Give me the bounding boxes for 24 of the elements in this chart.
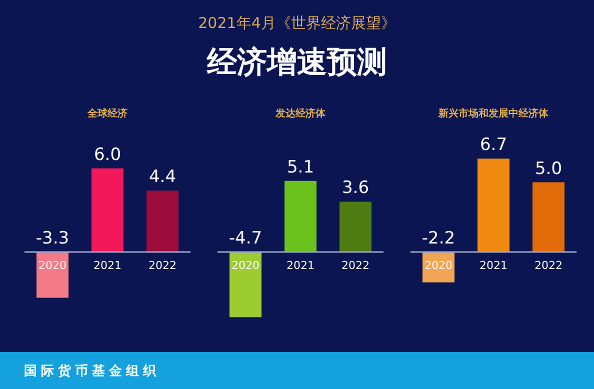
data-label: 6.7 [480,135,508,156]
data-label: -3.3 [36,228,70,248]
text: 国际货币基金组织 [24,362,160,380]
data-label: 5.1 [286,157,314,178]
chart-title: 新兴市场和发展中经济体 [438,108,550,120]
data-label: -2.2 [422,228,456,248]
x-tick-label: 2020 [38,258,66,272]
x-tick-label: 2021 [480,258,508,272]
x-tick-label: 2020 [232,258,260,272]
data-label: -4.7 [228,228,262,248]
data-label: 5.0 [534,158,562,179]
x-tick-label: 2021 [94,258,122,272]
x-tick-label: 2022 [342,258,370,272]
chart-title: 全球经济 [86,108,128,120]
text: 经济增速预测 [206,44,388,82]
data-label: 3.6 [342,178,370,198]
x-tick-label: 2021 [286,258,314,272]
text: 2021年4月《世界经济展望》 [197,14,397,33]
x-tick-label: 2022 [148,258,176,272]
data-label: 6.0 [94,144,122,165]
data-label: 4.4 [148,167,176,188]
x-tick-label: 2020 [424,258,452,272]
chart-title: 发达经济体 [274,108,326,120]
x-tick-label: 2022 [534,258,562,272]
